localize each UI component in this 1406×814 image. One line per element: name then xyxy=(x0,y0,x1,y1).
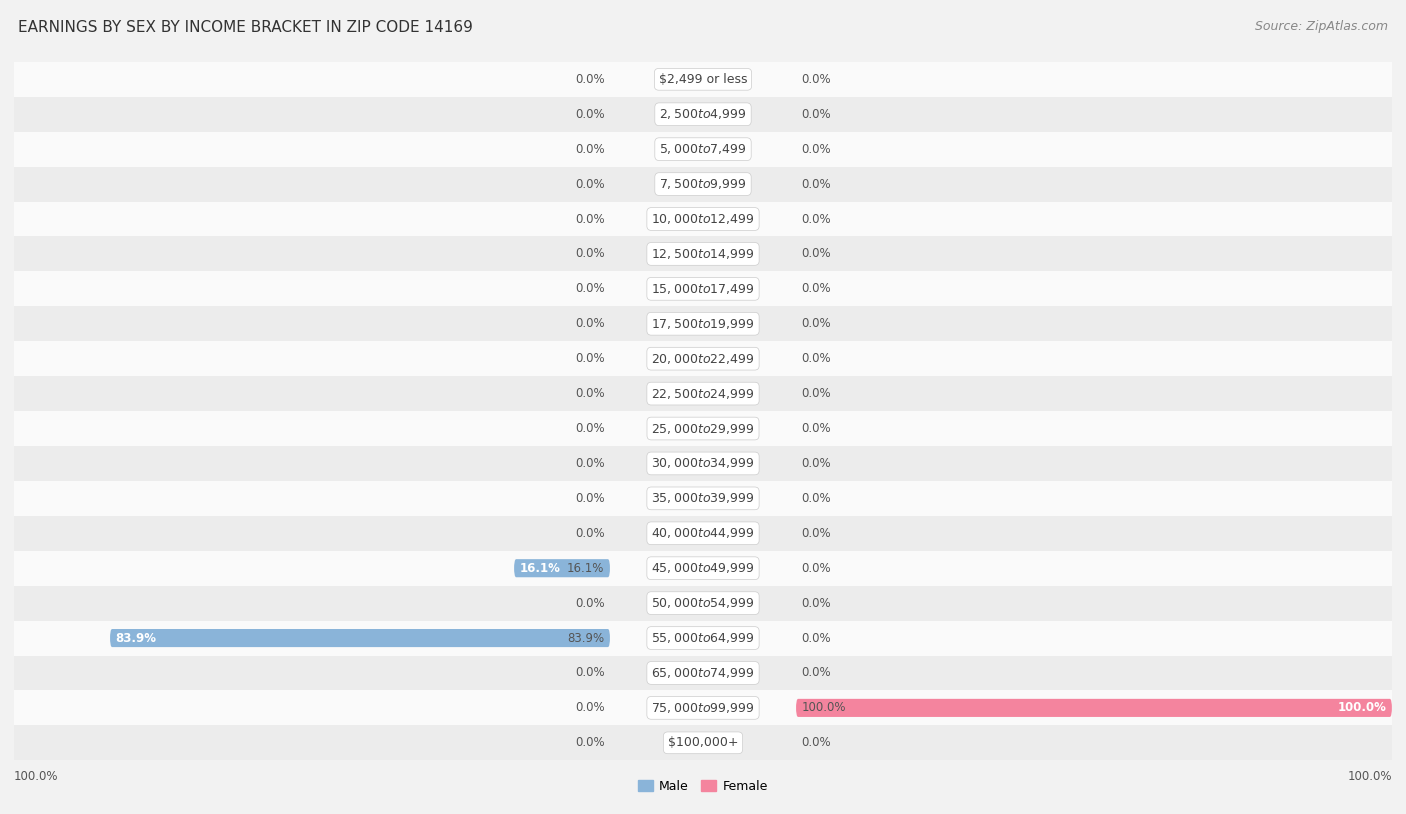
Text: 0.0%: 0.0% xyxy=(575,247,605,260)
Text: 0.0%: 0.0% xyxy=(575,107,605,120)
Text: $35,000 to $39,999: $35,000 to $39,999 xyxy=(651,492,755,505)
Text: Source: ZipAtlas.com: Source: ZipAtlas.com xyxy=(1254,20,1388,33)
Text: 0.0%: 0.0% xyxy=(801,72,831,85)
Text: $65,000 to $74,999: $65,000 to $74,999 xyxy=(651,666,755,680)
Text: 0.0%: 0.0% xyxy=(801,562,831,575)
Bar xyxy=(14,132,1392,167)
Text: $7,500 to $9,999: $7,500 to $9,999 xyxy=(659,177,747,191)
Bar xyxy=(14,202,1392,237)
Bar xyxy=(14,725,1392,760)
Bar xyxy=(14,341,1392,376)
Text: 0.0%: 0.0% xyxy=(575,387,605,400)
Text: 100.0%: 100.0% xyxy=(801,702,846,715)
Bar xyxy=(14,62,1392,97)
Text: 100.0%: 100.0% xyxy=(1337,702,1386,715)
Text: $2,499 or less: $2,499 or less xyxy=(659,72,747,85)
Text: $22,500 to $24,999: $22,500 to $24,999 xyxy=(651,387,755,400)
Text: EARNINGS BY SEX BY INCOME BRACKET IN ZIP CODE 14169: EARNINGS BY SEX BY INCOME BRACKET IN ZIP… xyxy=(18,20,474,35)
Bar xyxy=(14,306,1392,341)
Bar xyxy=(14,167,1392,202)
Text: 0.0%: 0.0% xyxy=(575,212,605,225)
Text: 0.0%: 0.0% xyxy=(801,492,831,505)
Text: 0.0%: 0.0% xyxy=(575,702,605,715)
Bar xyxy=(14,446,1392,481)
Text: 100.0%: 100.0% xyxy=(14,770,59,783)
Bar xyxy=(14,516,1392,551)
Text: $40,000 to $44,999: $40,000 to $44,999 xyxy=(651,527,755,540)
Bar xyxy=(14,551,1392,585)
Text: 0.0%: 0.0% xyxy=(575,317,605,330)
Text: 0.0%: 0.0% xyxy=(575,527,605,540)
Text: 0.0%: 0.0% xyxy=(575,737,605,750)
Text: 0.0%: 0.0% xyxy=(575,597,605,610)
Bar xyxy=(14,690,1392,725)
Text: $10,000 to $12,499: $10,000 to $12,499 xyxy=(651,212,755,226)
Bar xyxy=(14,271,1392,306)
Text: 0.0%: 0.0% xyxy=(575,422,605,435)
Text: 0.0%: 0.0% xyxy=(801,597,831,610)
Text: $25,000 to $29,999: $25,000 to $29,999 xyxy=(651,422,755,435)
Text: 0.0%: 0.0% xyxy=(801,527,831,540)
Bar xyxy=(14,376,1392,411)
Text: $12,500 to $14,999: $12,500 to $14,999 xyxy=(651,247,755,261)
Text: $30,000 to $34,999: $30,000 to $34,999 xyxy=(651,457,755,470)
Text: $50,000 to $54,999: $50,000 to $54,999 xyxy=(651,596,755,610)
Text: 0.0%: 0.0% xyxy=(801,177,831,190)
Bar xyxy=(14,97,1392,132)
Bar xyxy=(14,620,1392,655)
Text: 0.0%: 0.0% xyxy=(801,737,831,750)
Text: $20,000 to $22,499: $20,000 to $22,499 xyxy=(651,352,755,365)
Text: 0.0%: 0.0% xyxy=(575,352,605,365)
Text: $55,000 to $64,999: $55,000 to $64,999 xyxy=(651,631,755,645)
FancyBboxPatch shape xyxy=(796,699,1392,717)
Text: 0.0%: 0.0% xyxy=(801,352,831,365)
Bar xyxy=(14,411,1392,446)
Text: 0.0%: 0.0% xyxy=(801,632,831,645)
Text: 0.0%: 0.0% xyxy=(575,72,605,85)
Text: 83.9%: 83.9% xyxy=(568,632,605,645)
Text: 0.0%: 0.0% xyxy=(801,387,831,400)
Bar xyxy=(14,655,1392,690)
Text: 0.0%: 0.0% xyxy=(801,667,831,680)
Text: 0.0%: 0.0% xyxy=(575,457,605,470)
Bar xyxy=(14,481,1392,516)
Text: 0.0%: 0.0% xyxy=(801,282,831,295)
Text: 0.0%: 0.0% xyxy=(575,177,605,190)
FancyBboxPatch shape xyxy=(515,559,610,577)
Text: 0.0%: 0.0% xyxy=(801,212,831,225)
Text: 0.0%: 0.0% xyxy=(801,457,831,470)
Legend: Male, Female: Male, Female xyxy=(633,775,773,798)
Text: $17,500 to $19,999: $17,500 to $19,999 xyxy=(651,317,755,330)
Text: $75,000 to $99,999: $75,000 to $99,999 xyxy=(651,701,755,715)
Text: 0.0%: 0.0% xyxy=(801,142,831,155)
Text: $15,000 to $17,499: $15,000 to $17,499 xyxy=(651,282,755,295)
FancyBboxPatch shape xyxy=(110,629,610,647)
Text: 0.0%: 0.0% xyxy=(575,667,605,680)
Text: 0.0%: 0.0% xyxy=(801,317,831,330)
Text: 0.0%: 0.0% xyxy=(575,492,605,505)
Bar xyxy=(14,237,1392,271)
Text: 16.1%: 16.1% xyxy=(520,562,561,575)
Text: 0.0%: 0.0% xyxy=(801,107,831,120)
Bar xyxy=(14,585,1392,620)
Text: 0.0%: 0.0% xyxy=(801,247,831,260)
Text: $100,000+: $100,000+ xyxy=(668,737,738,750)
Text: 16.1%: 16.1% xyxy=(567,562,605,575)
Text: 100.0%: 100.0% xyxy=(1347,770,1392,783)
Text: 0.0%: 0.0% xyxy=(575,142,605,155)
Text: 83.9%: 83.9% xyxy=(115,632,156,645)
Text: $45,000 to $49,999: $45,000 to $49,999 xyxy=(651,561,755,575)
Text: 0.0%: 0.0% xyxy=(801,422,831,435)
Text: 0.0%: 0.0% xyxy=(575,282,605,295)
Text: $5,000 to $7,499: $5,000 to $7,499 xyxy=(659,142,747,156)
Text: $2,500 to $4,999: $2,500 to $4,999 xyxy=(659,107,747,121)
